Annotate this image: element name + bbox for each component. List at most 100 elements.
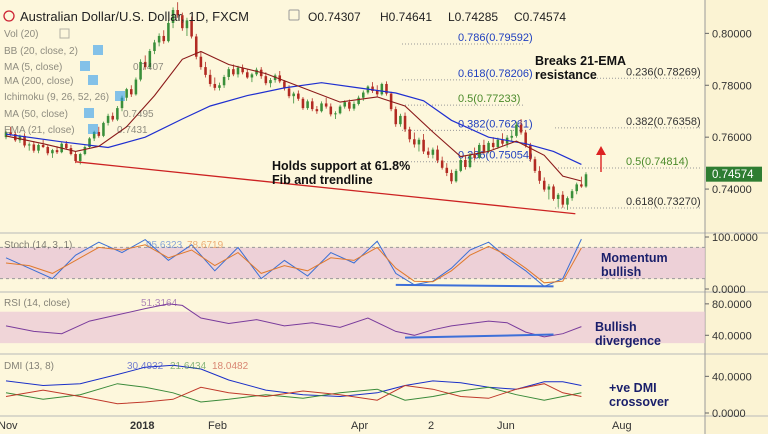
candle[interactable]	[246, 69, 249, 79]
candle-body[interactable]	[176, 10, 179, 16]
eye-icon[interactable]	[115, 91, 125, 101]
candle-body[interactable]	[324, 103, 328, 107]
candle-body[interactable]	[208, 74, 212, 84]
candle[interactable]	[561, 191, 565, 208]
candle[interactable]	[218, 82, 221, 91]
candle-body[interactable]	[403, 115, 407, 130]
candle-body[interactable]	[27, 144, 31, 146]
legend-ichimoku[interactable]: Ichimoku (9, 26, 52, 26)	[4, 92, 109, 103]
candle-body[interactable]	[491, 142, 495, 148]
candle[interactable]	[143, 55, 147, 70]
candle[interactable]	[301, 96, 305, 110]
candle[interactable]	[320, 101, 323, 113]
candle-body[interactable]	[371, 86, 374, 91]
candle-body[interactable]	[547, 186, 551, 190]
candle-body[interactable]	[292, 93, 295, 97]
candle-body[interactable]	[148, 51, 152, 68]
candle[interactable]	[232, 64, 235, 77]
candle[interactable]	[584, 172, 588, 188]
candle[interactable]	[478, 142, 481, 160]
candle-body[interactable]	[570, 191, 574, 199]
candle[interactable]	[315, 106, 319, 114]
candle-body[interactable]	[529, 145, 532, 160]
candle-body[interactable]	[97, 131, 101, 136]
candle-body[interactable]	[399, 115, 402, 125]
candle-body[interactable]	[408, 129, 411, 140]
candle-body[interactable]	[204, 67, 207, 75]
candle-body[interactable]	[264, 76, 268, 84]
candle-body[interactable]	[394, 109, 398, 125]
candle-body[interactable]	[199, 56, 203, 68]
candle-body[interactable]	[283, 81, 286, 89]
candle[interactable]	[208, 69, 212, 87]
candle-body[interactable]	[561, 194, 565, 205]
legend-ma5[interactable]: MA (5, close)	[4, 62, 62, 73]
candle[interactable]	[74, 151, 77, 164]
candle[interactable]	[37, 143, 40, 154]
candle[interactable]	[185, 17, 189, 36]
candle[interactable]	[162, 30, 166, 44]
candle-body[interactable]	[468, 154, 472, 168]
candle-body[interactable]	[440, 160, 444, 168]
candle[interactable]	[445, 163, 449, 177]
candle[interactable]	[403, 112, 407, 132]
candle-body[interactable]	[352, 103, 356, 109]
candle-body[interactable]	[78, 154, 82, 162]
candle[interactable]	[176, 2, 179, 18]
candle-body[interactable]	[584, 174, 588, 187]
candle-body[interactable]	[83, 147, 87, 155]
candle[interactable]	[106, 113, 110, 126]
candle[interactable]	[171, 7, 175, 29]
candle[interactable]	[357, 95, 360, 106]
candle-body[interactable]	[413, 139, 416, 145]
candle[interactable]	[102, 121, 105, 138]
candle[interactable]	[519, 119, 523, 135]
candle[interactable]	[375, 85, 379, 97]
dmi-label[interactable]: DMI (13, 8)	[4, 361, 54, 372]
candle[interactable]	[32, 141, 36, 153]
candle[interactable]	[27, 142, 31, 151]
candle-body[interactable]	[348, 102, 351, 109]
candle-body[interactable]	[171, 10, 175, 23]
candle[interactable]	[529, 142, 532, 162]
candle-body[interactable]	[162, 35, 166, 42]
candle[interactable]	[194, 33, 198, 60]
candle[interactable]	[464, 155, 467, 170]
candle[interactable]	[227, 67, 230, 81]
candle-body[interactable]	[157, 35, 161, 43]
candle-body[interactable]	[194, 36, 198, 57]
candle-body[interactable]	[185, 20, 189, 29]
candle[interactable]	[570, 189, 574, 201]
candle[interactable]	[371, 82, 374, 94]
settings-icon[interactable]	[288, 9, 300, 21]
candle-body[interactable]	[454, 170, 458, 182]
candle-body[interactable]	[232, 69, 235, 75]
candle-body[interactable]	[385, 83, 388, 94]
candle-body[interactable]	[510, 135, 514, 138]
candle[interactable]	[515, 121, 518, 138]
candle-body[interactable]	[55, 150, 59, 153]
candle[interactable]	[413, 132, 416, 148]
candle-body[interactable]	[116, 108, 119, 120]
eye-icon[interactable]	[88, 124, 98, 134]
candle-body[interactable]	[297, 93, 300, 99]
candle[interactable]	[426, 147, 430, 158]
candle-body[interactable]	[343, 102, 346, 107]
candle[interactable]	[394, 106, 398, 127]
candle-body[interactable]	[542, 180, 546, 190]
candle-body[interactable]	[501, 139, 504, 144]
candle[interactable]	[338, 104, 342, 115]
candle[interactable]	[167, 20, 170, 43]
candle-body[interactable]	[69, 148, 73, 155]
candle-body[interactable]	[473, 154, 476, 158]
candle[interactable]	[324, 97, 328, 109]
candle[interactable]	[417, 137, 421, 152]
candle[interactable]	[436, 145, 439, 164]
candle[interactable]	[283, 80, 286, 91]
candle[interactable]	[310, 98, 314, 112]
candle-body[interactable]	[422, 139, 425, 152]
candle-body[interactable]	[357, 97, 360, 104]
candle-body[interactable]	[18, 135, 22, 141]
legend-ma50[interactable]: MA (50, close)	[4, 109, 68, 120]
candle-body[interactable]	[519, 124, 523, 133]
